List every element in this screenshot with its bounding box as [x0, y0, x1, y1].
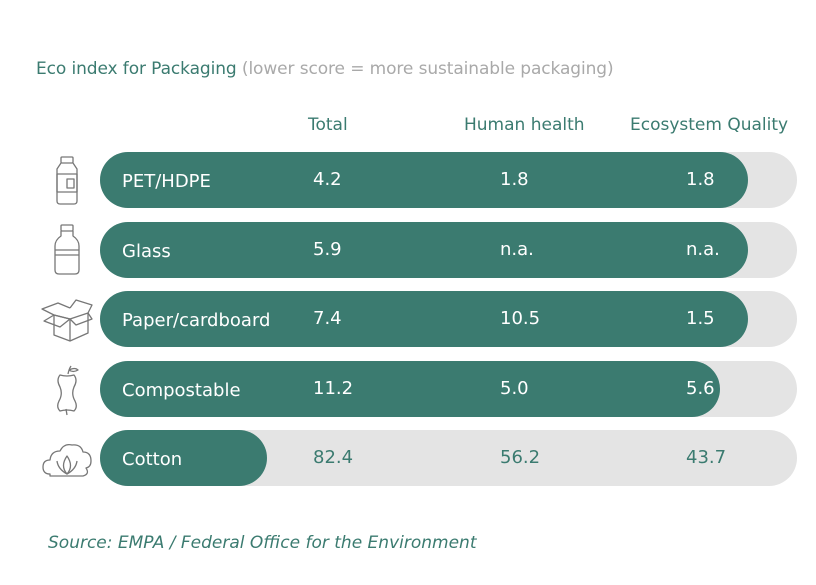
row-fill-bar	[100, 152, 748, 208]
ecosystem-quality-value: 1.8	[686, 169, 715, 190]
chart-title-main: Eco index for Packaging	[36, 59, 237, 79]
ecosystem-quality-value: 43.7	[686, 447, 727, 468]
box-icon	[38, 291, 96, 347]
row-label: Cotton	[122, 449, 183, 470]
bottle-icon	[38, 152, 96, 208]
column-header-ecosystem-quality: Ecosystem Quality	[630, 115, 789, 135]
human-health-value: 56.2	[500, 447, 541, 468]
total-value: 4.2	[313, 169, 342, 190]
milk-bottle-icon	[38, 222, 96, 278]
total-value: 11.2	[313, 377, 354, 399]
table-row: Cotton 82.4 56.2 43.7	[0, 430, 816, 486]
apple-core-icon	[38, 361, 96, 417]
row-label: Paper/cardboard	[122, 310, 271, 331]
total-value: 82.4	[313, 447, 354, 468]
column-header-total: Total	[308, 115, 348, 135]
table-row: Paper/cardboard 7.4 10.5 1.5	[0, 291, 816, 347]
row-fill-bar	[100, 221, 748, 278]
row-fill-bar	[100, 291, 748, 347]
chart-title: Eco index for Packaging (lower score = m…	[36, 59, 614, 79]
human-health-value: 10.5	[500, 308, 541, 329]
total-value: 5.9	[313, 238, 342, 260]
row-label: PET/HDPE	[122, 171, 211, 192]
ecosystem-quality-value: n.a.	[686, 238, 720, 260]
human-health-value: 1.8	[500, 169, 529, 190]
total-value: 7.4	[313, 308, 342, 329]
source-note: Source: EMPA / Federal Office for the En…	[48, 533, 477, 553]
cotton-icon	[38, 430, 96, 486]
row-label: Compostable	[122, 379, 241, 401]
ecosystem-quality-value: 1.5	[686, 308, 715, 329]
row-fill-bar	[100, 430, 267, 486]
column-header-human-health: Human health	[464, 115, 585, 135]
table-row: Glass 5.9 n.a. n.a.	[0, 221, 816, 278]
table-row: Compostable 11.2 5.0 5.6	[0, 360, 816, 417]
chart-subtitle: (lower score = more sustainable packagin…	[241, 59, 614, 79]
row-fill-bar	[100, 360, 720, 417]
table-row: PET/HDPE 4.2 1.8 1.8	[0, 152, 816, 208]
row-label: Glass	[122, 240, 171, 262]
ecosystem-quality-value: 5.6	[686, 377, 715, 399]
human-health-value: 5.0	[500, 377, 529, 399]
human-health-value: n.a.	[500, 238, 534, 260]
